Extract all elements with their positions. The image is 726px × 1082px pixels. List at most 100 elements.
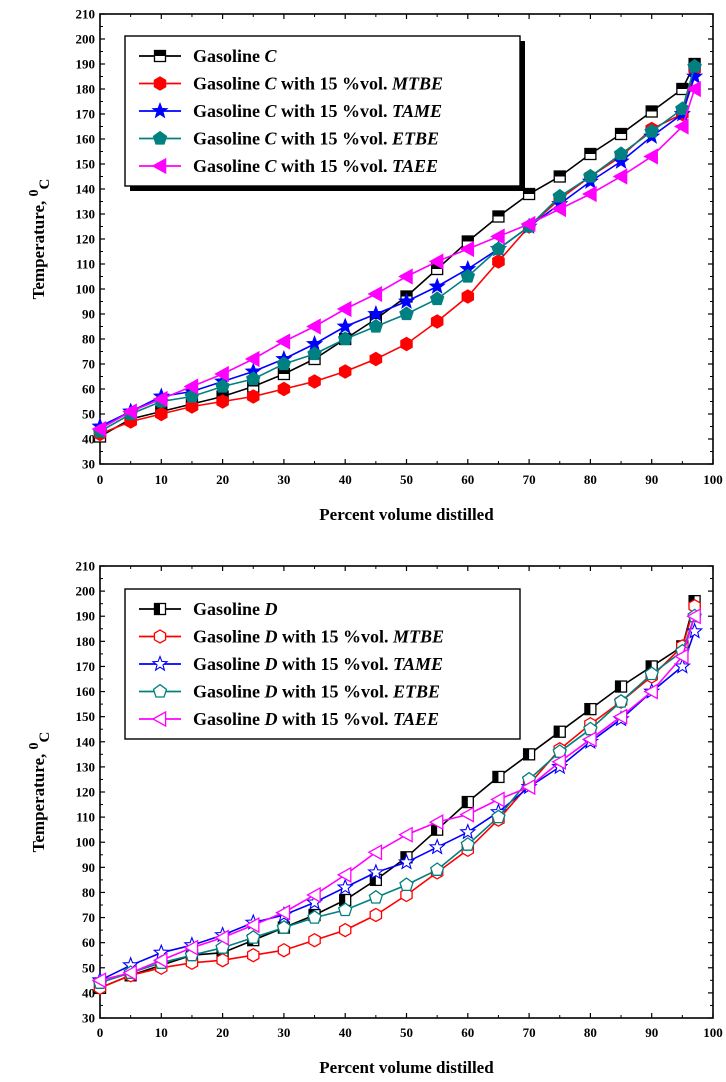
- data-point: [612, 168, 628, 185]
- data-point: [306, 886, 321, 904]
- data-point: [522, 187, 536, 201]
- data-point: [553, 725, 566, 738]
- legend-swatch-marker: [151, 101, 169, 119]
- data-point: [152, 952, 168, 969]
- data-point: [644, 123, 659, 138]
- legend-label-prefix: Gasoline: [193, 46, 265, 66]
- legend-entry-4: Gasoline D with 15 %vol. TAEE: [139, 709, 439, 729]
- data-point: [244, 350, 260, 368]
- data-point: [686, 622, 704, 639]
- data-point-half: [492, 771, 499, 783]
- data-point: [276, 919, 292, 934]
- data-point: [428, 277, 446, 294]
- data-point: [246, 947, 260, 963]
- data-point: [214, 929, 229, 946]
- data-point: [214, 365, 229, 383]
- data-point: [686, 608, 701, 625]
- y-tick-label: 160: [76, 684, 96, 699]
- legend-label-prefix: Gasoline: [193, 682, 265, 702]
- data-point: [490, 228, 505, 245]
- x-tick-label: 100: [703, 472, 723, 487]
- y-tick-label: 160: [76, 132, 96, 147]
- data-point: [583, 168, 598, 183]
- data-point: [367, 844, 383, 861]
- data-point: [613, 146, 629, 161]
- x-tick-label: 20: [216, 1025, 229, 1040]
- data-point: [122, 964, 137, 981]
- y-tick-label: 70: [82, 357, 95, 372]
- x-tick-label: 10: [155, 1025, 168, 1040]
- data-point-half: [646, 660, 652, 672]
- legend-label-additive: TAME: [392, 101, 442, 121]
- legend-label-prefix: Gasoline: [193, 654, 265, 674]
- legend-label-prefix: Gasoline: [193, 709, 265, 729]
- data-point: [584, 147, 597, 161]
- data-point: [459, 240, 475, 258]
- data-point: [675, 101, 690, 116]
- x-tick-label: 30: [277, 1025, 290, 1040]
- legend-label-fuel: D: [264, 709, 278, 729]
- data-point: [244, 916, 260, 934]
- data-point-half: [554, 726, 560, 738]
- data-point: [399, 877, 414, 892]
- x-tick-label: 0: [97, 1025, 104, 1040]
- y-tick-label: 150: [76, 709, 96, 724]
- data-point-half: [676, 83, 688, 89]
- data-point: [552, 188, 567, 203]
- legend-label-fuel: C: [265, 129, 278, 149]
- y-tick-label: 40: [82, 985, 95, 1000]
- data-point: [277, 381, 291, 397]
- data-point: [308, 932, 321, 948]
- y-tick-label: 60: [82, 382, 95, 397]
- data-point: [430, 314, 444, 329]
- y-tick-label: 80: [82, 332, 95, 347]
- x-tick-label: 60: [461, 1025, 474, 1040]
- data-point: [551, 753, 566, 770]
- y-axis-title-text: Temperature,: [29, 196, 48, 299]
- x-tick-label: 70: [523, 472, 536, 487]
- data-point: [277, 942, 291, 958]
- data-point: [336, 866, 352, 883]
- y-tick-label: 30: [82, 457, 95, 472]
- x-tick-label: 20: [216, 472, 229, 487]
- data-point: [613, 693, 629, 708]
- y-axis: 30 40 50 60 70 80 90 100 110 120 130 140 150 160 170 18…: [76, 7, 713, 472]
- legend-entry-2: Gasoline C with 15 %vol. TAME: [139, 101, 442, 121]
- x-tick-label: 50: [400, 1025, 413, 1040]
- legend-swatch-marker: [152, 130, 168, 145]
- data-point: [429, 862, 445, 876]
- data-point: [122, 403, 137, 420]
- x-tick-label: 30: [277, 472, 290, 487]
- data-point: [367, 304, 385, 322]
- data-point-half: [462, 796, 468, 808]
- legend-entry-1: Gasoline D with 15 %vol. MTBE: [139, 627, 444, 647]
- legend-label-prefix: Gasoline: [193, 101, 265, 121]
- y-tick-label: 200: [76, 584, 96, 599]
- legend-entry-0: Gasoline C: [139, 46, 278, 66]
- legend-label-prefix: Gasoline: [193, 156, 265, 176]
- legend-label: Gasoline C with 15 %vol. TAEE: [193, 156, 438, 176]
- legend-label-middle: with 15 %vol.: [277, 74, 393, 94]
- data-point: [216, 952, 229, 968]
- legend-label-fuel: D: [264, 599, 278, 619]
- series-4: [91, 80, 701, 438]
- data-point-half: [615, 681, 622, 693]
- x-axis: 0 10 20 30 40 50 60 70 80 90 100: [97, 566, 723, 1040]
- data-point: [492, 770, 505, 784]
- y-tick-label: 210: [76, 559, 96, 574]
- y-tick-label: 110: [76, 810, 95, 825]
- data-point: [400, 336, 413, 352]
- data-point: [461, 289, 475, 304]
- data-point: [216, 394, 229, 409]
- data-point: [490, 791, 505, 808]
- data-point: [336, 317, 354, 334]
- y-tick-label: 210: [76, 7, 96, 22]
- y-tick-label: 140: [76, 734, 96, 749]
- legend-label-fuel: D: [264, 627, 278, 647]
- legend-label-middle: with 15 %vol.: [277, 101, 393, 121]
- data-point-half: [523, 188, 535, 194]
- legend-label-additive: TAEE: [393, 709, 439, 729]
- y-axis-title: Temperature, 0C: [27, 732, 53, 853]
